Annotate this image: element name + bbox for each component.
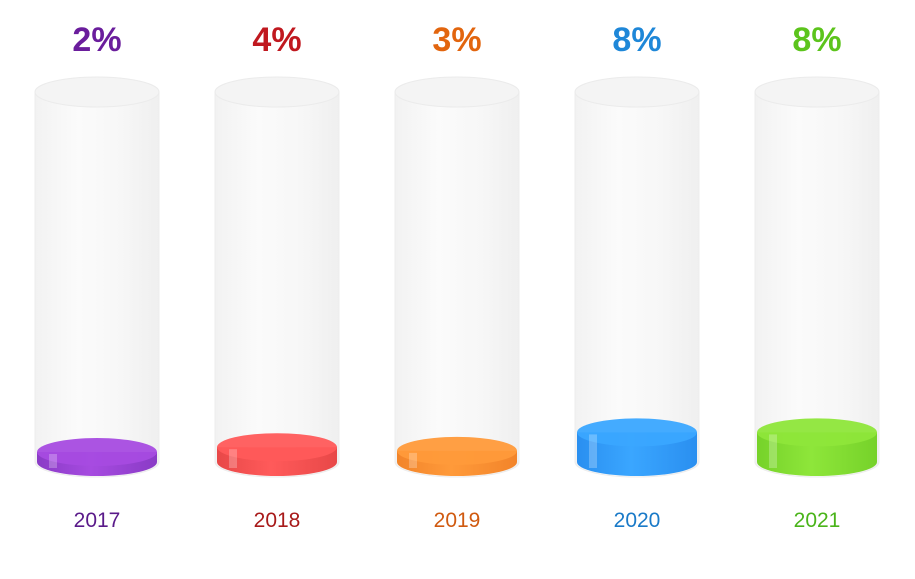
glass-tube bbox=[754, 91, 880, 478]
cylinder-2020 bbox=[574, 76, 700, 478]
glass-top bbox=[754, 76, 880, 108]
glass-tube bbox=[34, 91, 160, 478]
tick-label-2017: 2017 bbox=[74, 509, 121, 532]
bar-top-2017 bbox=[37, 438, 157, 466]
tick-label-2019: 2019 bbox=[434, 509, 481, 532]
cylinder-2017 bbox=[34, 76, 160, 478]
glass-top bbox=[394, 76, 520, 108]
glass-top bbox=[34, 76, 160, 108]
tick-label-2018: 2018 bbox=[254, 509, 301, 532]
cylinder-2021 bbox=[754, 76, 880, 478]
glass-top bbox=[574, 76, 700, 108]
glass-tube bbox=[214, 91, 340, 478]
bar-highlight bbox=[589, 434, 597, 468]
glass-tube bbox=[394, 91, 520, 478]
bar-top-2020 bbox=[577, 418, 697, 447]
bar-top-2018 bbox=[217, 433, 337, 462]
value-label-2020: 8% bbox=[612, 21, 661, 59]
bar-top-2019 bbox=[397, 436, 517, 465]
bar-highlight bbox=[409, 452, 417, 468]
bar-top-2021 bbox=[757, 418, 877, 447]
glass-tube bbox=[574, 91, 700, 478]
tick-label-2020: 2020 bbox=[614, 509, 661, 532]
cylinder-2018 bbox=[214, 76, 340, 478]
value-label-2019: 3% bbox=[432, 21, 481, 59]
bar-highlight bbox=[49, 454, 57, 468]
value-label-2017: 2% bbox=[72, 21, 121, 59]
tick-label-2021: 2021 bbox=[794, 509, 841, 532]
value-label-2021: 8% bbox=[792, 21, 841, 59]
cylinder-2019 bbox=[394, 76, 520, 478]
glass-top bbox=[214, 76, 340, 108]
bar-highlight bbox=[769, 434, 777, 468]
value-label-2018: 4% bbox=[252, 21, 301, 59]
bar-highlight bbox=[229, 449, 237, 468]
